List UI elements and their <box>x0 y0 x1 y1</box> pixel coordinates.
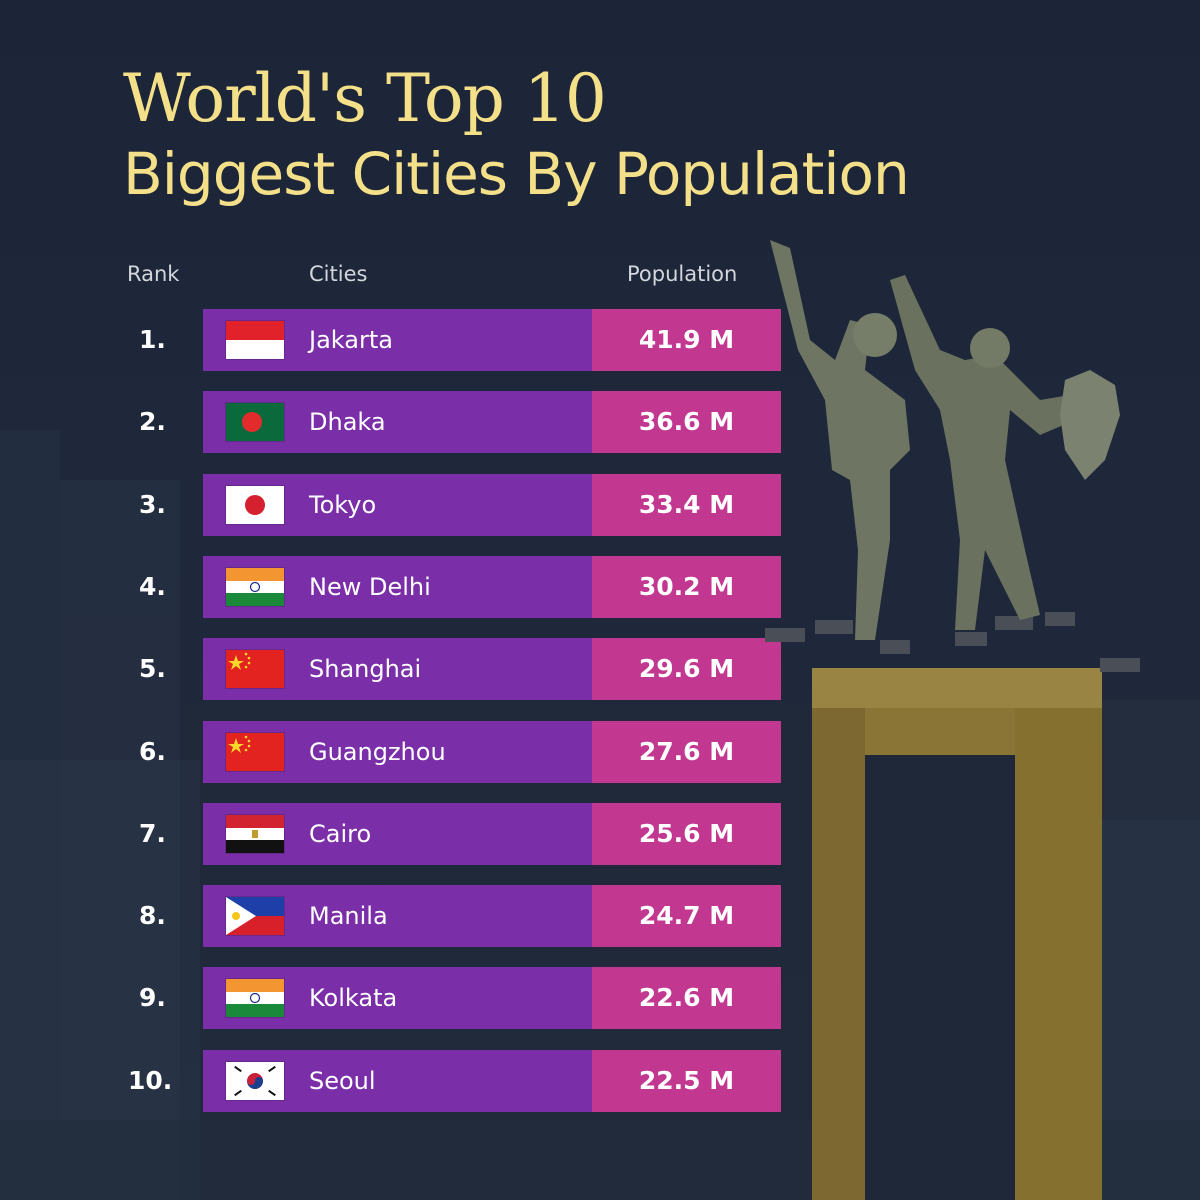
city-bar: New Delhi <box>203 555 592 618</box>
population-value: 24.7 M <box>638 901 735 931</box>
india-flag-icon <box>226 567 284 606</box>
rank-label: 9. <box>139 983 166 1013</box>
city-bar: Manila <box>203 885 592 948</box>
city-bar: Shanghai <box>203 638 592 701</box>
table-row: 9. Kolkata 22.6 M <box>0 967 1200 1030</box>
city-name: Seoul <box>309 1066 376 1095</box>
city-bar: Kolkata <box>203 967 592 1030</box>
city-bar: Guangzhou <box>203 720 592 783</box>
table-row: 3. Tokyo 33.4 M <box>0 473 1200 536</box>
table-row: 10. Seoul 22.5 M <box>0 1049 1200 1112</box>
population-value: 30.2 M <box>638 571 735 601</box>
table-row: 4. New Delhi 30.2 M <box>0 555 1200 618</box>
table-row: 1. Jakarta 41.9 M <box>0 309 1200 371</box>
population-bar: 24.7 M <box>592 885 781 948</box>
city-bar: Jakarta <box>203 309 592 371</box>
rank-label: 3. <box>139 489 166 519</box>
table-row: 2. Dhaka 36.6 M <box>0 391 1200 454</box>
title-line-1: World's Top 10 <box>123 60 607 137</box>
population-bar: 22.6 M <box>592 967 781 1030</box>
population-bar: 41.9 M <box>592 309 781 371</box>
city-name: Kolkata <box>309 984 398 1013</box>
rank-label: 7. <box>139 818 166 848</box>
city-name: Manila <box>309 902 388 931</box>
china-flag-icon <box>226 732 284 771</box>
population-bar: 30.2 M <box>592 555 781 618</box>
city-bar: Dhaka <box>203 391 592 454</box>
header-population: Population <box>627 262 738 286</box>
population-bar: 36.6 M <box>592 391 781 454</box>
population-bar: 33.4 M <box>592 473 781 536</box>
china-flag-icon <box>226 650 284 689</box>
population-value: 27.6 M <box>638 736 735 766</box>
egypt-flag-icon <box>226 814 284 853</box>
rank-label: 5. <box>139 654 166 684</box>
philippines-flag-icon <box>226 897 284 936</box>
rank-label: 2. <box>139 407 166 437</box>
table-row: 7. Cairo 25.6 M <box>0 802 1200 865</box>
population-bar: 25.6 M <box>592 802 781 865</box>
rank-label: 6. <box>139 736 166 766</box>
india-flag-icon <box>226 979 284 1018</box>
monument-statue-image <box>765 240 1140 1200</box>
city-name: Jakarta <box>309 326 393 354</box>
population-value: 36.6 M <box>638 407 735 437</box>
header-cities: Cities <box>309 262 368 286</box>
title-line-2: Biggest Cities By Population <box>123 140 910 208</box>
bangladesh-flag-icon <box>226 403 284 442</box>
table-row: 6. Guangzhou 27.6 M <box>0 720 1200 783</box>
population-value: 33.4 M <box>638 489 735 519</box>
city-name: Guangzhou <box>309 737 446 766</box>
city-bar: Cairo <box>203 802 592 865</box>
city-bar: Seoul <box>203 1049 592 1112</box>
header-rank: Rank <box>127 262 180 286</box>
table-row: 5. Shanghai 29.6 M <box>0 638 1200 701</box>
population-bar: 22.5 M <box>592 1049 781 1112</box>
table-row: 8. Manila 24.7 M <box>0 885 1200 948</box>
population-bar: 29.6 M <box>592 638 781 701</box>
population-bar: 27.6 M <box>592 720 781 783</box>
rank-label: 10. <box>128 1065 173 1095</box>
rank-label: 4. <box>139 571 166 601</box>
city-name: Dhaka <box>309 408 386 437</box>
city-name: Shanghai <box>309 655 422 684</box>
city-name: Cairo <box>309 819 372 848</box>
indonesia-flag-icon <box>226 321 284 359</box>
city-bar: Tokyo <box>203 473 592 536</box>
city-name: Tokyo <box>309 490 377 519</box>
population-value: 41.9 M <box>638 325 735 354</box>
population-value: 29.6 M <box>638 654 735 684</box>
south-korea-flag-icon <box>226 1061 284 1100</box>
population-value: 25.6 M <box>638 818 735 848</box>
rank-label: 1. <box>139 325 166 354</box>
population-value: 22.5 M <box>638 1065 735 1095</box>
rank-label: 8. <box>139 901 166 931</box>
japan-flag-icon <box>226 485 284 524</box>
city-name: New Delhi <box>309 572 431 601</box>
population-value: 22.6 M <box>638 983 735 1013</box>
